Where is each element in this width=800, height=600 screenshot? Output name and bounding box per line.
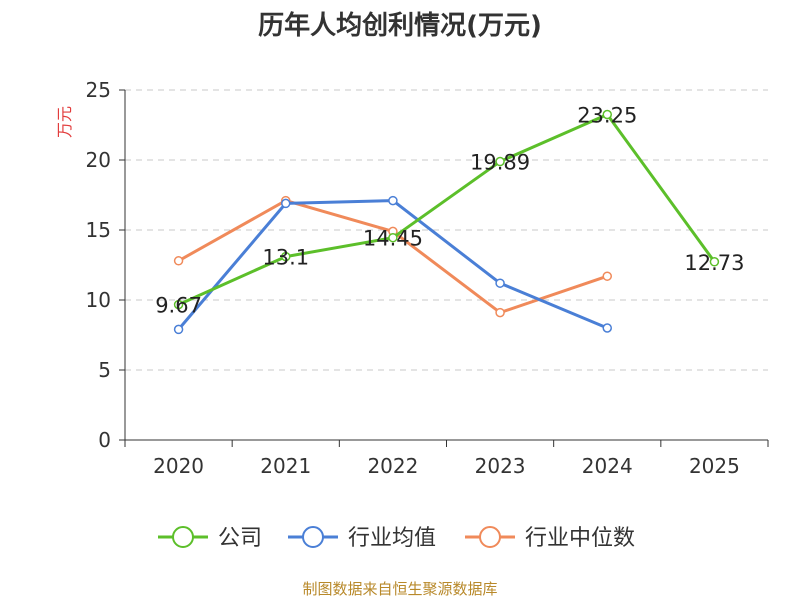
data-point-1-2023 [495, 278, 505, 288]
legend-label-0: 公司 [218, 526, 262, 551]
data-label-2024: 23.25 [577, 104, 637, 128]
data-point-0-2020 [173, 299, 184, 310]
series-lines [173, 109, 720, 335]
y-tick-label-20: 20 [86, 148, 111, 172]
data-point-1-2021 [281, 198, 291, 209]
x-tick-label-2022: 2022 [367, 454, 418, 478]
data-point-2-2024 [602, 271, 612, 281]
data-point-2-2023 [495, 307, 505, 318]
y-tick-label-0: 0 [98, 428, 111, 452]
y-tick-label-10: 10 [86, 288, 111, 312]
data-label-2023: 19.89 [470, 151, 530, 175]
data-point-0-2022 [388, 232, 398, 243]
data-point-1-2020 [173, 324, 184, 335]
y-axis-label: 万元 [55, 106, 74, 138]
data-point-0-2021 [281, 251, 291, 262]
data-label-2025: 12.73 [684, 251, 744, 275]
legend-marker-1 [302, 526, 324, 548]
data-point-1-2022 [388, 195, 398, 206]
data-label-2021: 13.1 [262, 246, 309, 270]
data-point-0-2025 [709, 257, 720, 267]
data-point-1-2024 [602, 323, 612, 333]
legend: 公司 行业均值 行业中位数 [158, 526, 635, 551]
chart-title: 历年人均创利情况(万元) [258, 10, 542, 41]
series-line-0 [177, 113, 716, 306]
data-label-2022: 14.45 [363, 227, 423, 251]
y-tick-label-15: 15 [86, 218, 111, 242]
y-tick-label-25: 25 [86, 78, 111, 102]
x-tick-label-2025: 2025 [689, 454, 740, 478]
legend-marker-0 [172, 526, 194, 548]
legend-marker-2 [479, 526, 501, 548]
gridlines [125, 89, 768, 371]
source-note: 制图数据来自恒生聚源数据库 [302, 580, 497, 598]
legend-label-2: 行业中位数 [525, 526, 635, 551]
data-point-0-2023 [495, 156, 505, 167]
x-tick-label-2024: 2024 [582, 454, 633, 478]
x-tick-label-2020: 2020 [153, 454, 204, 478]
data-labels: 9.67 13.1 14.45 19.89 23.25 12.73 [155, 104, 744, 318]
x-tick-label-2023: 2023 [475, 454, 526, 478]
legend-label-1: 行业均值 [348, 526, 436, 551]
x-tick-label-2021: 2021 [260, 454, 311, 478]
data-label-2020: 9.67 [155, 294, 202, 318]
data-point-2-2020 [173, 256, 184, 266]
series-line-2 [177, 199, 608, 315]
data-point-0-2024 [602, 109, 612, 120]
y-tick-label-5: 5 [98, 358, 111, 382]
series-line-1 [177, 199, 608, 331]
